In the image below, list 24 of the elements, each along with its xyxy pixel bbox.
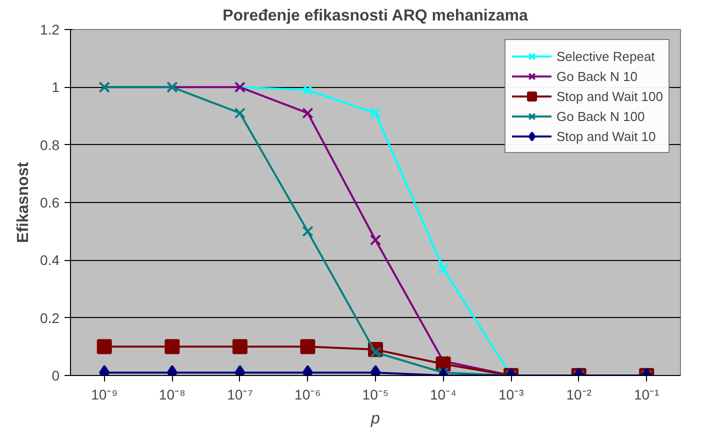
legend-label: Selective Repeat xyxy=(556,48,655,64)
x-tick-label: 10⁻¹ xyxy=(634,386,660,402)
legend-label: Stop and Wait 100 xyxy=(556,88,663,104)
x-axis-title: p xyxy=(370,410,380,428)
legend-label: Go Back N 100 xyxy=(556,108,645,124)
y-tick-label: 0 xyxy=(52,368,60,384)
y-tick-label: 1 xyxy=(52,79,60,96)
x-tick-label: 10⁻⁷ xyxy=(227,386,253,402)
x-tick-label: 10⁻⁵ xyxy=(362,386,389,402)
y-axis-title: Efikasnost xyxy=(15,161,32,243)
y-tick-label: 0.2 xyxy=(40,310,60,326)
x-tick-label: 10⁻⁶ xyxy=(294,386,321,402)
legend-label: Stop and Wait 10 xyxy=(556,128,656,144)
y-tick-label: 0.6 xyxy=(40,194,60,210)
y-tick-label: 0.4 xyxy=(40,252,60,268)
x-tick-label: 10⁻³ xyxy=(498,386,524,402)
y-tick-label: 0.8 xyxy=(40,136,60,153)
legend-label: Go Back N 10 xyxy=(556,68,638,84)
x-tick-label: 10⁻⁴ xyxy=(430,386,457,402)
y-tick-label: 1.2 xyxy=(40,22,60,38)
x-tick-label: 10⁻⁹ xyxy=(91,386,118,402)
x-tick-label: 10⁻² xyxy=(566,386,592,402)
x-tick-label: 10⁻⁸ xyxy=(158,386,186,402)
chart-title: Poređenje efikasnosti ARQ mehanizama xyxy=(222,8,528,24)
